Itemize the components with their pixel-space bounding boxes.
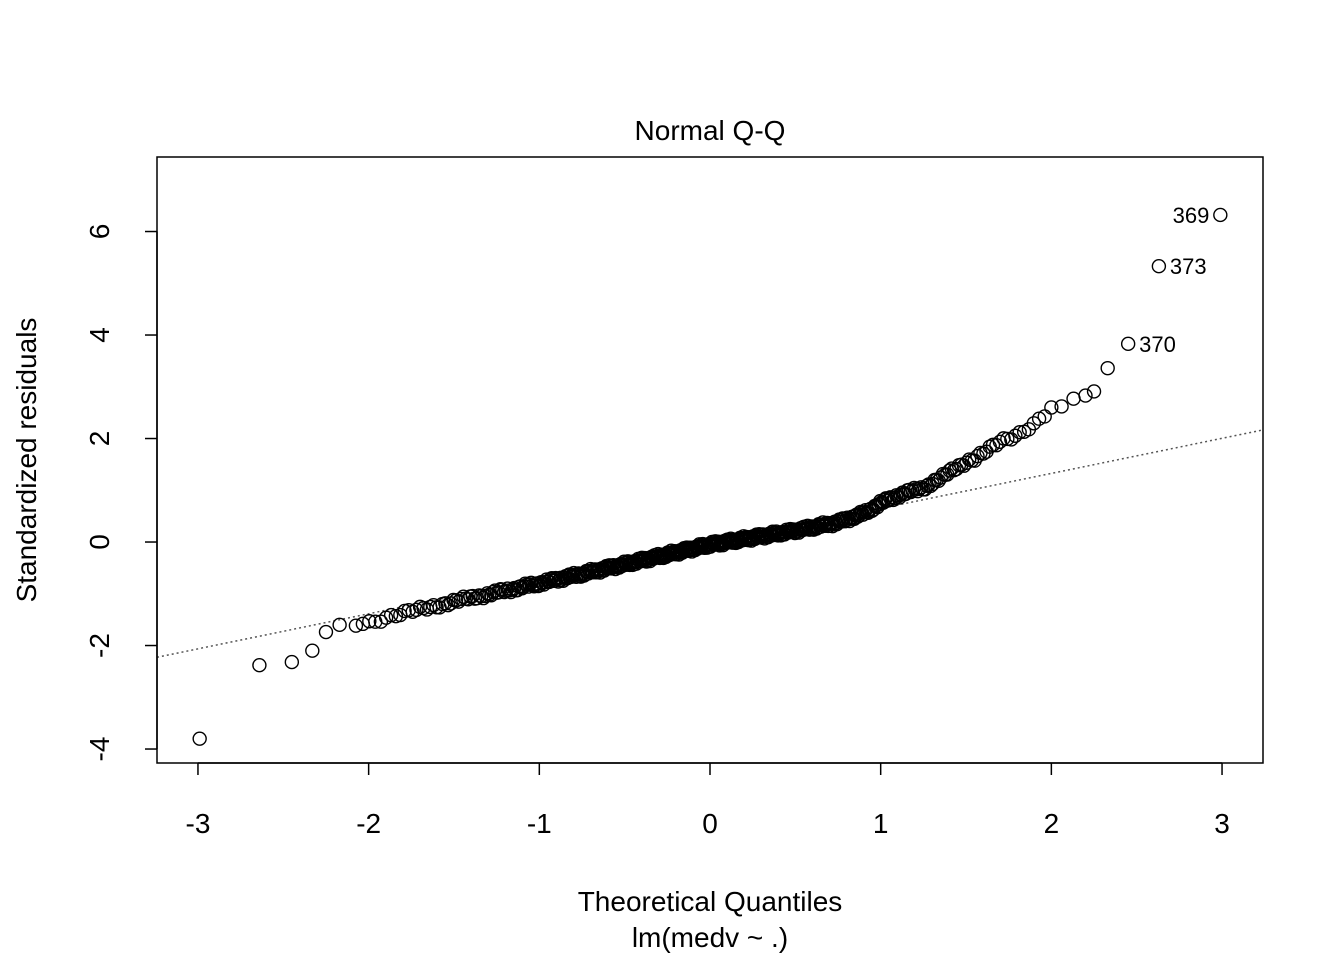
qq-point: [318, 624, 334, 640]
point-label: 370: [1139, 332, 1176, 357]
qq-point: [284, 654, 300, 670]
data-points: [192, 207, 1228, 746]
point-label: 373: [1170, 254, 1207, 279]
qq-point: [409, 602, 424, 618]
y-tick-label: -2: [84, 633, 115, 658]
qq-point: [426, 597, 441, 613]
qq-point: [1078, 388, 1093, 403]
x-tick-label: -3: [186, 808, 211, 839]
qq-point: [252, 657, 267, 673]
qq-point: [192, 731, 207, 746]
point-annotations: 369 373 370: [1139, 203, 1209, 357]
y-axis-label: Standardized residuals: [11, 318, 42, 603]
chart-subtitle: lm(medv ~ .): [632, 922, 788, 953]
qq-point: [451, 594, 466, 609]
qq-point: [1054, 399, 1069, 414]
qq-point: [933, 470, 949, 485]
qq-point: [1044, 400, 1059, 415]
reference-line-group: [156, 429, 1264, 658]
qq-point: [1004, 432, 1019, 447]
x-tick-label: -1: [527, 808, 552, 839]
plot-frame: [156, 156, 1264, 764]
qq-point: [1026, 416, 1042, 431]
y-axis: -4 -2 0 2 4 6: [84, 224, 158, 762]
qq-point: [305, 643, 320, 658]
qq-point: [348, 618, 364, 633]
x-axis: -3 -2 -1 0 1 2 3: [186, 762, 1230, 839]
qq-point: [1012, 424, 1027, 440]
qq-point: [992, 434, 1008, 450]
x-tick-label: -2: [356, 808, 381, 839]
x-axis-label: Theoretical Quantiles: [578, 886, 843, 917]
qq-point: [362, 614, 377, 629]
y-tick-label: 2: [84, 431, 115, 447]
qq-point: [1086, 384, 1102, 399]
x-tick-label: 1: [873, 808, 889, 839]
chart-title: Normal Q-Q: [635, 115, 786, 146]
y-tick-label: -4: [84, 737, 115, 762]
qq-point: [440, 597, 456, 613]
point-label: 369: [1173, 203, 1210, 228]
qq-point: [1213, 207, 1228, 223]
y-tick-label: 0: [84, 534, 115, 550]
y-tick-label: 6: [84, 224, 115, 240]
qq-point: [1120, 336, 1136, 352]
qq-reference-line: [156, 429, 1264, 658]
qq-point: [373, 614, 389, 629]
qq-point: [1100, 360, 1115, 376]
qq-point: [1066, 391, 1081, 406]
x-tick-label: 0: [702, 808, 718, 839]
qq-point: [1008, 428, 1023, 443]
qq-point: [1151, 258, 1167, 274]
qq-point: [491, 585, 506, 600]
y-tick-label: 4: [84, 327, 115, 343]
qq-point: [332, 617, 347, 633]
x-tick-label: 2: [1044, 808, 1060, 839]
x-tick-label: 3: [1214, 808, 1230, 839]
